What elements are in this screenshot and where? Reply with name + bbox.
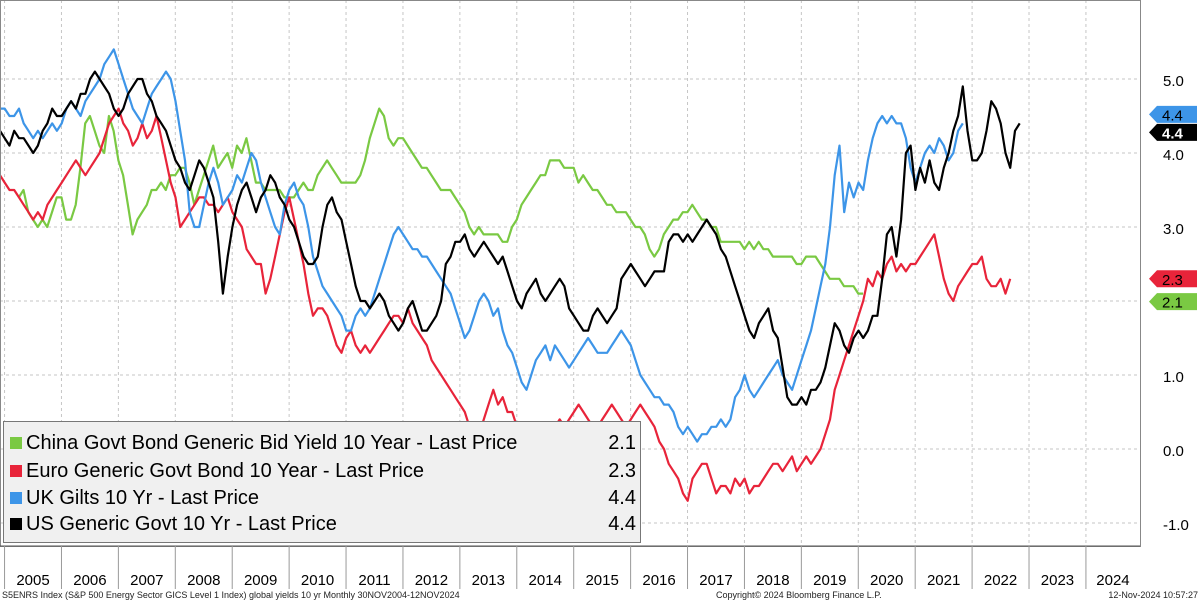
x-tick-label: 2011 [358, 572, 390, 589]
tag-value-china: 2.1 [1162, 295, 1183, 312]
tag-value-uk: 4.4 [1162, 107, 1183, 124]
x-tick-label: 2020 [870, 572, 903, 589]
x-tick-label: 2005 [16, 572, 49, 589]
x-axis: 2005 2006 2007 2008 2009 2010 2011 2012 2013 2014… [0, 545, 1140, 589]
legend-item-euro: Euro Generic Govt Bond 10 Year - Last Pr… [10, 459, 636, 483]
euro-swatch [10, 465, 22, 477]
y-tick-label: 1.0 [1163, 369, 1184, 386]
series-line-china [17, 107, 863, 295]
footer-source: S5ENRS Index (S&P 500 Energy Sector GICS… [2, 590, 460, 600]
y-tick-label: 0.0 [1163, 443, 1184, 460]
chart-series-layer [0, 48, 1021, 502]
x-tick-label: 2021 [927, 572, 960, 589]
chart-grid [0, 0, 1140, 546]
x-tick-label: 2008 [187, 572, 220, 589]
legend-value-china: 2.1 [608, 432, 636, 454]
y-tick-label: 3.0 [1163, 221, 1184, 238]
x-tick-label: 2007 [130, 572, 163, 589]
y-tick-label: -1.0 [1163, 517, 1189, 534]
x-tick-label: 2019 [813, 572, 846, 589]
legend-value-us: 4.4 [608, 513, 636, 535]
y-tick-label: 4.0 [1163, 147, 1184, 164]
legend-item-china: China Govt Bond Generic Bid Yield 10 Yea… [10, 431, 636, 455]
x-tick-label: 2014 [529, 572, 562, 589]
legend-label-euro: Euro Generic Govt Bond 10 Year - Last Pr… [26, 460, 424, 482]
legend-item-us: US Generic Govt 10 Yr - Last Price 4.4 [10, 512, 636, 536]
tag-shape-us [1149, 123, 1197, 141]
footer: S5ENRS Index (S&P 500 Energy Sector GICS… [0, 589, 1200, 603]
us-swatch [10, 518, 22, 530]
legend: China Govt Bond Generic Bid Yield 10 Yea… [3, 421, 641, 543]
last-value-tag-euro: 2.3 [1149, 270, 1197, 289]
x-tick-label: 2010 [301, 572, 334, 589]
last-value-tag-uk: 4.4 [1149, 105, 1197, 124]
x-tick-label: 2009 [244, 572, 277, 589]
y-tick-label: 5.0 [1163, 73, 1184, 90]
series-line-uk [0, 48, 964, 443]
uk-swatch [10, 492, 22, 504]
x-tick-label: 2012 [415, 572, 448, 589]
x-tick-label: 2018 [756, 572, 789, 589]
x-tick-label: 2006 [73, 572, 106, 589]
x-tick-label: 2013 [472, 572, 505, 589]
x-tick-label: 2016 [642, 572, 675, 589]
series-line-us [0, 70, 1021, 406]
china-swatch [10, 437, 22, 449]
x-tick-label: 2024 [1096, 572, 1129, 589]
tag-value-us: 4.4 [1162, 125, 1184, 142]
legend-value-uk: 4.4 [608, 487, 636, 509]
tag-shape-uk [1149, 105, 1197, 123]
footer-copyright: Copyright© 2024 Bloomberg Finance L.P. [716, 590, 882, 600]
last-value-tag-china: 2.1 [1149, 293, 1197, 312]
x-tick-label: 2022 [984, 572, 1017, 589]
tag-value-euro: 2.3 [1162, 272, 1183, 289]
series-line-euro [0, 107, 1012, 502]
tag-shape-china [1149, 293, 1197, 311]
legend-label-us: US Generic Govt 10 Yr - Last Price [26, 513, 337, 535]
last-value-tags: 2.1 2.3 4.44.4 [1149, 105, 1197, 312]
footer-timestamp: 12-Nov-2024 10:57:27 [1108, 590, 1198, 600]
legend-item-uk: UK Gilts 10 Yr - Last Price 4.4 [10, 486, 636, 510]
tag-shape-euro [1149, 270, 1197, 288]
legend-label-uk: UK Gilts 10 Yr - Last Price [26, 487, 260, 509]
x-tick-label: 2015 [585, 572, 618, 589]
legend-value-euro: 2.3 [608, 460, 636, 482]
x-tick-label: 2023 [1041, 572, 1074, 589]
x-tick-label: 2017 [699, 572, 732, 589]
last-value-tag-us: 4.4 [1149, 123, 1197, 142]
legend-label-china: China Govt Bond Generic Bid Yield 10 Yea… [26, 432, 518, 454]
